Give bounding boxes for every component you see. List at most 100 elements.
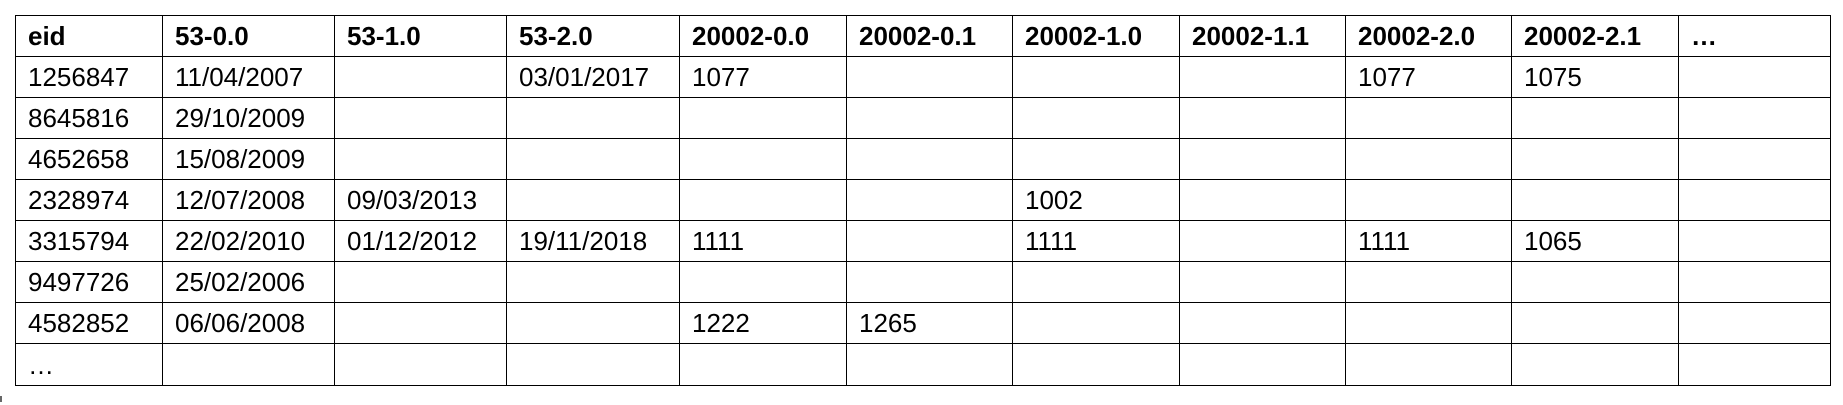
- table-cell: [334, 343, 507, 386]
- table-cell: [1511, 97, 1679, 139]
- table-cell: [506, 302, 680, 344]
- table-cell: [846, 179, 1013, 221]
- table-cell: [506, 261, 680, 303]
- table-cell: [846, 261, 1013, 303]
- table-cell: [846, 220, 1013, 262]
- header-cell-20002-1-0: 20002-1.0: [1012, 15, 1180, 57]
- table-row: 1256847 11/04/2007 03/01/2017 1077 1077 1075: [15, 56, 1831, 98]
- table-cell: [1511, 138, 1679, 180]
- table-cell: 1265: [846, 302, 1013, 344]
- table-cell: [162, 343, 335, 386]
- table-cell: 8645816: [15, 97, 163, 139]
- table-cell: [1345, 261, 1512, 303]
- table-body: 1256847 11/04/2007 03/01/2017 1077 1077 1075 8…: [15, 56, 1831, 386]
- table-cell: 1111: [679, 220, 847, 262]
- table-cell: [1345, 179, 1512, 221]
- table-cell: 3315794: [15, 220, 163, 262]
- table-row: 9497726 25/02/2006: [15, 261, 1831, 303]
- table-cell: [1012, 343, 1180, 386]
- table-cell: [334, 56, 507, 98]
- table-cell: [679, 179, 847, 221]
- table-row: 8645816 29/10/2009: [15, 97, 1831, 139]
- table-cell: [1012, 97, 1180, 139]
- table-cell: [1678, 220, 1831, 262]
- table-cell: 1111: [1345, 220, 1512, 262]
- table-cell: 22/02/2010: [162, 220, 335, 262]
- table-cell: [1345, 343, 1512, 386]
- table-cell: [1511, 261, 1679, 303]
- table-cell: 1065: [1511, 220, 1679, 262]
- table-cell: 1002: [1012, 179, 1180, 221]
- table-cell: [1345, 97, 1512, 139]
- table-cell: 12/07/2008: [162, 179, 335, 221]
- ukb-data-table: eid 53-0.0 53-1.0 53-2.0 20002-0.0 20002…: [15, 15, 1831, 386]
- table-cell: 01/12/2012: [334, 220, 507, 262]
- table-cell: [1179, 97, 1346, 139]
- table-cell: [506, 343, 680, 386]
- table-cell: 2328974: [15, 179, 163, 221]
- table-cell: 1222: [679, 302, 847, 344]
- table-cell: [1179, 302, 1346, 344]
- table-cell: 06/06/2008: [162, 302, 335, 344]
- header-cell-ellipsis: …: [1678, 15, 1831, 57]
- table-cell: [506, 97, 680, 139]
- table-cell: [1012, 138, 1180, 180]
- table-cell: [846, 56, 1013, 98]
- table-cell: 1077: [1345, 56, 1512, 98]
- header-cell-20002-2-1: 20002-2.1: [1511, 15, 1679, 57]
- edge-tick-mark: [0, 396, 2, 402]
- header-cell-20002-0-0: 20002-0.0: [679, 15, 847, 57]
- header-cell-53-1-0: 53-1.0: [334, 15, 507, 57]
- header-cell-53-2-0: 53-2.0: [506, 15, 680, 57]
- header-cell-20002-2-0: 20002-2.0: [1345, 15, 1512, 57]
- table-cell: [334, 261, 507, 303]
- table-cell: [1678, 261, 1831, 303]
- table-cell: [1678, 302, 1831, 344]
- table-cell: [1179, 56, 1346, 98]
- header-cell-20002-1-1: 20002-1.1: [1179, 15, 1346, 57]
- table-cell: …: [15, 343, 163, 386]
- table-cell: [1179, 179, 1346, 221]
- table-cell: [1678, 179, 1831, 221]
- table-cell: 1075: [1511, 56, 1679, 98]
- table-cell: 1256847: [15, 56, 163, 98]
- table-cell: [334, 97, 507, 139]
- table-cell: [506, 138, 680, 180]
- table-header-row: eid 53-0.0 53-1.0 53-2.0 20002-0.0 20002…: [15, 15, 1831, 57]
- table-cell: 03/01/2017: [506, 56, 680, 98]
- table-row: 2328974 12/07/2008 09/03/2013 1002: [15, 179, 1831, 221]
- table-cell: [1179, 343, 1346, 386]
- table-cell: [1179, 138, 1346, 180]
- table-cell: [846, 343, 1013, 386]
- table-row: …: [15, 343, 1831, 386]
- table-cell: [1678, 138, 1831, 180]
- table-cell: [1678, 56, 1831, 98]
- table-cell: [1012, 302, 1180, 344]
- table-cell: [846, 97, 1013, 139]
- table-cell: 15/08/2009: [162, 138, 335, 180]
- table-cell: [1678, 343, 1831, 386]
- table-cell: [679, 138, 847, 180]
- header-cell-eid: eid: [15, 15, 163, 57]
- table-cell: [1179, 261, 1346, 303]
- table-row: 4582852 06/06/2008 1222 1265: [15, 302, 1831, 344]
- table-cell: [1345, 302, 1512, 344]
- table-cell: [1511, 302, 1679, 344]
- table-cell: [1345, 138, 1512, 180]
- table-cell: [1012, 56, 1180, 98]
- table-cell: 9497726: [15, 261, 163, 303]
- table-cell: 1111: [1012, 220, 1180, 262]
- header-cell-20002-0-1: 20002-0.1: [846, 15, 1013, 57]
- table-cell: [679, 343, 847, 386]
- table-cell: 1077: [679, 56, 847, 98]
- table-cell: 11/04/2007: [162, 56, 335, 98]
- table-cell: [846, 138, 1013, 180]
- table-cell: [1511, 179, 1679, 221]
- table-cell: [1179, 220, 1346, 262]
- table-cell: 25/02/2006: [162, 261, 335, 303]
- table-row: 3315794 22/02/2010 01/12/2012 19/11/2018 111…: [15, 220, 1831, 262]
- table-cell: [679, 97, 847, 139]
- table-cell: [506, 179, 680, 221]
- header-cell-53-0-0: 53-0.0: [162, 15, 335, 57]
- table-cell: 29/10/2009: [162, 97, 335, 139]
